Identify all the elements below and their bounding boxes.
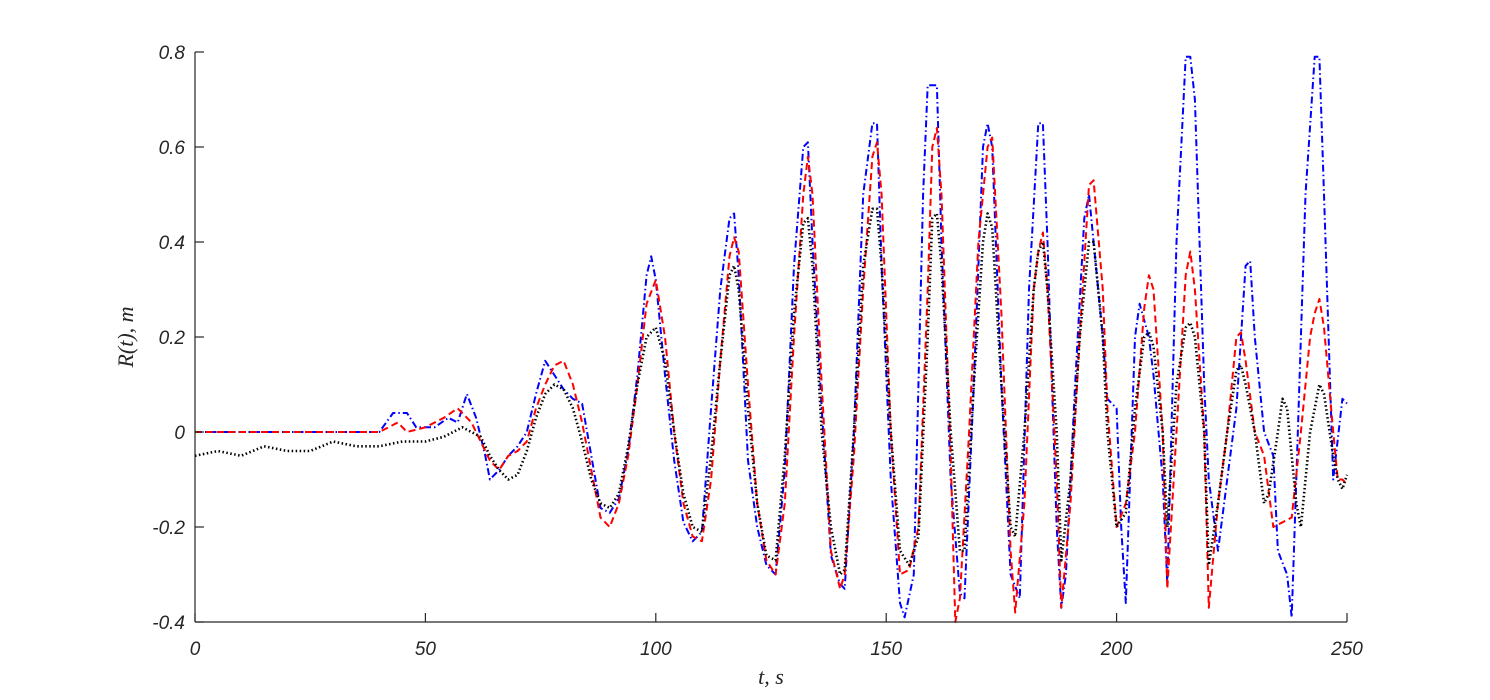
y-tick-label: 0.2 — [159, 328, 186, 349]
x-tick-label: 150 — [870, 639, 902, 660]
x-tick-label: 0 — [190, 639, 201, 660]
x-ticks: 0 50 100 150 200 250 — [190, 613, 1363, 660]
y-tick-label: -0.4 — [152, 613, 185, 634]
y-tick-label: 0.8 — [159, 43, 186, 64]
plot-series — [194, 55, 1349, 623]
series-line-dash-dot — [195, 55, 1348, 619]
x-tick-label: 250 — [1330, 639, 1363, 660]
y-tick-label: 0.6 — [159, 138, 186, 159]
y-axis-label: R(t), m — [113, 306, 138, 368]
y-tick-label: 0.4 — [159, 233, 185, 254]
series-line-dotted — [194, 207, 1349, 576]
x-tick-label: 100 — [640, 639, 672, 660]
x-tick-label: 200 — [1100, 639, 1133, 660]
y-tick-label: 0 — [174, 423, 185, 444]
series-line-dashed — [195, 127, 1348, 623]
x-tick-label: 50 — [415, 639, 437, 660]
y-tick-label: -0.2 — [152, 518, 185, 539]
x-axis-label: t, s — [758, 664, 784, 689]
y-ticks: -0.4 -0.2 0 0.2 0.4 0.6 0.8 — [152, 43, 204, 634]
